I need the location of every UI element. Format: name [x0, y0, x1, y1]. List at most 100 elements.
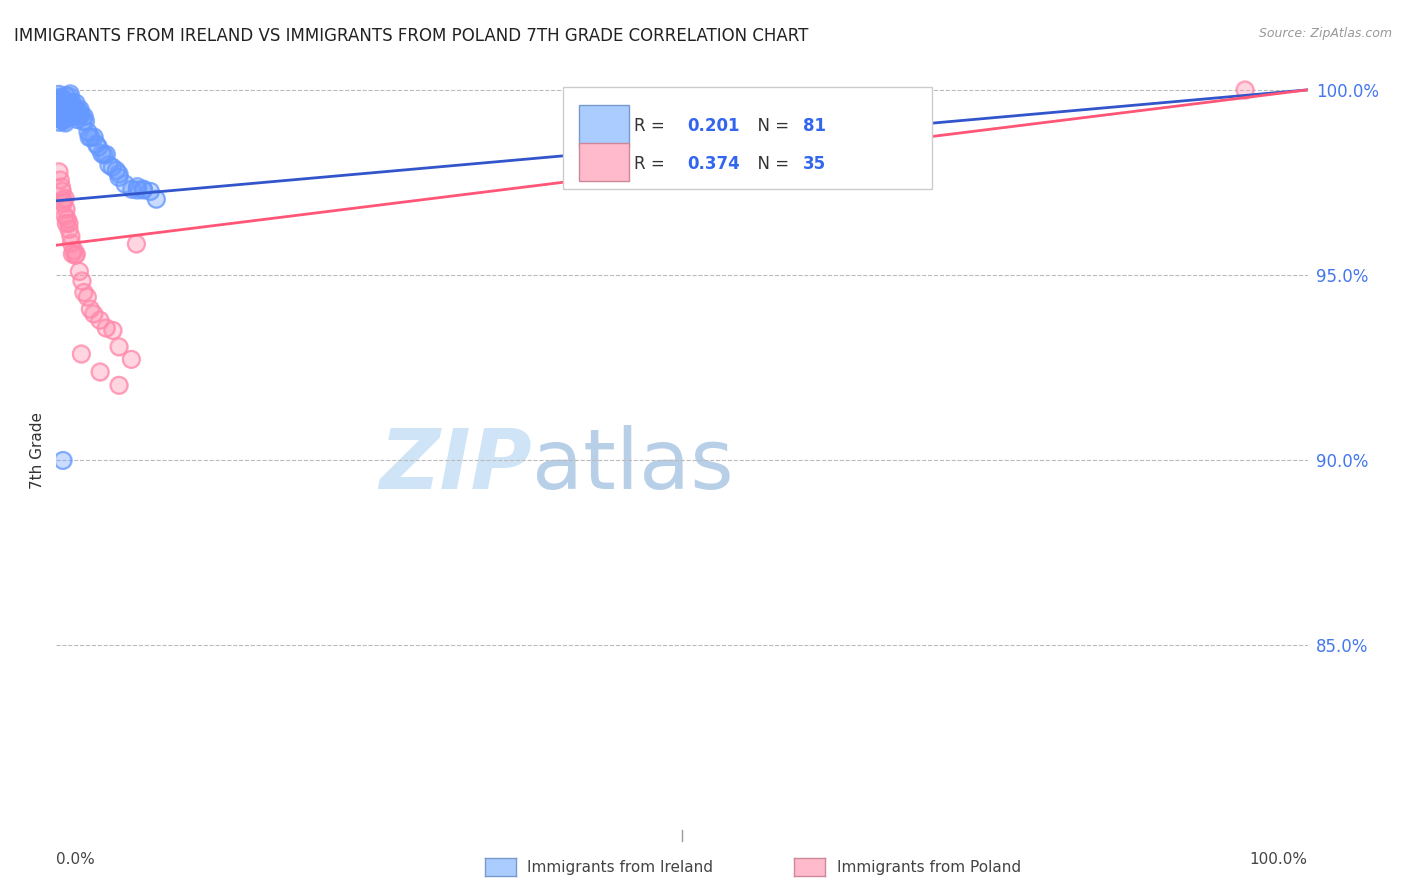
Text: N =: N = [747, 117, 794, 135]
Point [66, 109, 89, 123]
Point [127, 179, 149, 194]
Point [108, 167, 131, 181]
Point [48, 109, 70, 123]
Point [62, 95, 84, 109]
Point [55, 202, 77, 216]
Point [96, 147, 118, 161]
Point [55, 106, 77, 120]
Point [80, 130, 103, 145]
Point [49, 173, 72, 187]
Point [72, 114, 94, 128]
Point [52, 193, 75, 207]
Point [127, 183, 149, 197]
Point [48, 164, 70, 178]
Point [56, 105, 79, 120]
Point [48, 95, 70, 109]
Point [67, 104, 90, 119]
Point [58, 106, 80, 120]
Point [65, 247, 87, 261]
Point [55, 108, 77, 122]
Point [53, 115, 76, 129]
Point [49, 110, 72, 124]
Point [70, 274, 93, 288]
Point [62, 99, 84, 113]
Point [101, 323, 124, 337]
Point [53, 191, 76, 205]
Point [52, 97, 75, 112]
Point [97, 158, 120, 172]
Point [139, 185, 162, 199]
Point [53, 94, 76, 108]
Point [83, 307, 105, 321]
Point [52, 95, 75, 110]
Point [60, 95, 83, 110]
Point [132, 183, 155, 197]
Point [52, 99, 75, 113]
Point [66, 112, 89, 127]
Point [87, 140, 110, 154]
Point [105, 163, 128, 178]
Point [65, 95, 87, 110]
Point [107, 170, 129, 185]
Point [83, 307, 105, 321]
Point [51, 179, 73, 194]
Point [75, 114, 97, 128]
Point [139, 185, 162, 199]
Point [52, 113, 75, 128]
Point [101, 323, 124, 337]
Point [79, 301, 101, 316]
Point [108, 378, 131, 392]
Point [72, 285, 94, 300]
Point [56, 212, 79, 227]
Point [89, 313, 111, 327]
Point [58, 103, 80, 117]
Point [67, 264, 90, 278]
Point [114, 177, 136, 191]
Text: 100.0%: 100.0% [1250, 852, 1308, 867]
Text: 81: 81 [803, 117, 827, 135]
Point [51, 90, 73, 104]
Point [53, 94, 76, 108]
Point [77, 125, 100, 139]
Point [51, 93, 73, 107]
Point [96, 321, 118, 335]
Point [53, 95, 76, 109]
Point [58, 106, 80, 120]
Point [52, 99, 75, 113]
Point [51, 93, 73, 107]
Point [90, 146, 112, 161]
Point [52, 196, 75, 211]
Point [145, 192, 167, 206]
Point [65, 247, 87, 261]
Point [107, 170, 129, 185]
Point [49, 112, 72, 127]
Point [108, 167, 131, 181]
Text: R =: R = [634, 117, 671, 135]
Point [56, 212, 79, 227]
Point [59, 101, 82, 115]
Point [59, 109, 82, 123]
Point [76, 290, 98, 304]
Point [86, 137, 108, 152]
Point [60, 246, 83, 260]
Point [101, 160, 124, 174]
Point [120, 352, 142, 367]
Point [70, 347, 93, 361]
Point [101, 160, 124, 174]
Point [108, 340, 131, 354]
Point [63, 103, 86, 118]
Point [60, 235, 83, 250]
Point [52, 453, 75, 467]
Point [59, 110, 82, 124]
Point [63, 248, 86, 262]
Point [105, 163, 128, 178]
Point [51, 97, 73, 112]
Point [55, 202, 77, 216]
Point [67, 104, 90, 119]
Point [73, 110, 96, 124]
Point [53, 115, 76, 129]
Text: Immigrants from Poland: Immigrants from Poland [837, 860, 1021, 874]
Point [51, 90, 73, 104]
Point [62, 105, 84, 120]
Point [87, 140, 110, 154]
